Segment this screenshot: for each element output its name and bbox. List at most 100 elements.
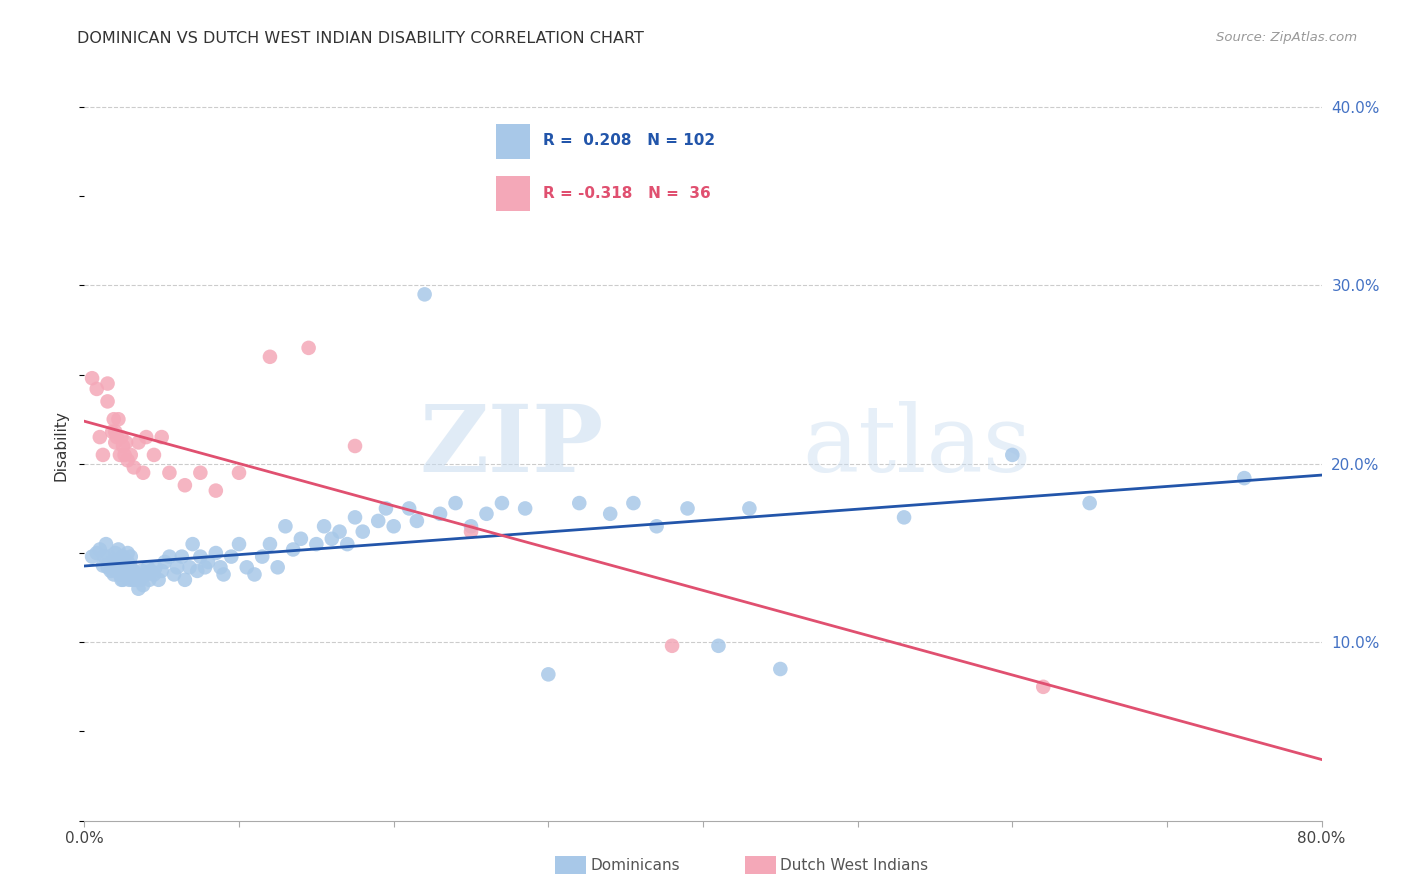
Point	[738, 501, 761, 516]
Text: DOMINICAN VS DUTCH WEST INDIAN DISABILITY CORRELATION CHART: DOMINICAN VS DUTCH WEST INDIAN DISABILIT…	[77, 31, 644, 46]
Point	[118, 573, 141, 587]
Point	[105, 430, 128, 444]
Point	[893, 510, 915, 524]
Point	[321, 532, 343, 546]
Point	[103, 567, 125, 582]
Point	[96, 376, 118, 391]
Point	[174, 478, 197, 492]
Point	[228, 466, 250, 480]
Point	[1001, 448, 1024, 462]
Point	[163, 567, 186, 582]
Point	[117, 546, 139, 560]
Point	[89, 430, 111, 444]
Point	[145, 560, 167, 574]
Point	[135, 430, 157, 444]
Point	[159, 549, 180, 564]
Point	[125, 567, 148, 582]
Point	[104, 557, 127, 571]
Point	[91, 448, 114, 462]
Point	[250, 549, 273, 564]
Point	[460, 524, 482, 539]
Point	[174, 573, 197, 587]
Point	[103, 412, 125, 426]
Point	[491, 496, 513, 510]
Point	[104, 425, 127, 439]
Point	[96, 394, 118, 409]
Point	[121, 573, 143, 587]
Point	[150, 430, 173, 444]
Point	[114, 448, 136, 462]
Point	[122, 460, 145, 475]
Point	[131, 564, 153, 578]
Point	[537, 667, 560, 681]
Y-axis label: Disability: Disability	[53, 410, 69, 482]
Point	[599, 507, 621, 521]
Point	[124, 573, 146, 587]
Point	[209, 560, 232, 574]
Point	[413, 287, 436, 301]
Point	[107, 553, 129, 567]
Point	[101, 425, 124, 439]
Point	[661, 639, 683, 653]
Point	[86, 382, 108, 396]
Point	[181, 537, 204, 551]
Point	[398, 501, 420, 516]
Point	[143, 448, 166, 462]
Point	[328, 524, 352, 539]
Point	[114, 560, 136, 574]
Point	[205, 483, 228, 498]
Point	[205, 546, 228, 560]
Point	[120, 448, 142, 462]
Point	[132, 578, 155, 592]
Point	[297, 341, 319, 355]
Point	[170, 549, 193, 564]
Point	[343, 510, 366, 524]
Point	[96, 560, 118, 574]
Point	[138, 573, 160, 587]
Point	[382, 519, 405, 533]
Point	[105, 564, 128, 578]
Point	[82, 549, 104, 564]
Point	[115, 567, 138, 582]
Point	[112, 549, 135, 564]
Point	[120, 549, 142, 564]
Point	[186, 564, 208, 578]
Point	[107, 542, 129, 557]
Point	[645, 519, 668, 533]
Point	[274, 519, 297, 533]
Point	[444, 496, 467, 510]
Point	[108, 557, 131, 571]
Point	[112, 573, 135, 587]
Point	[188, 466, 211, 480]
Point	[259, 537, 281, 551]
Point	[98, 549, 121, 564]
Point	[460, 519, 482, 533]
Point	[122, 564, 145, 578]
Point	[132, 466, 155, 480]
Point	[104, 546, 127, 560]
Point	[243, 567, 266, 582]
Point	[89, 542, 111, 557]
Point	[179, 560, 201, 574]
Point	[352, 524, 374, 539]
Point	[568, 496, 591, 510]
Point	[120, 560, 142, 574]
Point	[429, 507, 451, 521]
Point	[100, 564, 122, 578]
Point	[150, 564, 173, 578]
Point	[143, 567, 166, 582]
Point	[367, 514, 389, 528]
Point	[112, 439, 135, 453]
Point	[219, 549, 242, 564]
Point	[228, 537, 250, 551]
Point	[110, 430, 132, 444]
Point	[104, 435, 127, 450]
Point	[281, 542, 305, 557]
Text: Dutch West Indians: Dutch West Indians	[780, 858, 928, 872]
Text: ZIP: ZIP	[420, 401, 605, 491]
Point	[94, 537, 117, 551]
Point	[110, 560, 132, 574]
Point	[115, 435, 138, 450]
Point	[197, 555, 219, 569]
Point	[127, 582, 149, 596]
